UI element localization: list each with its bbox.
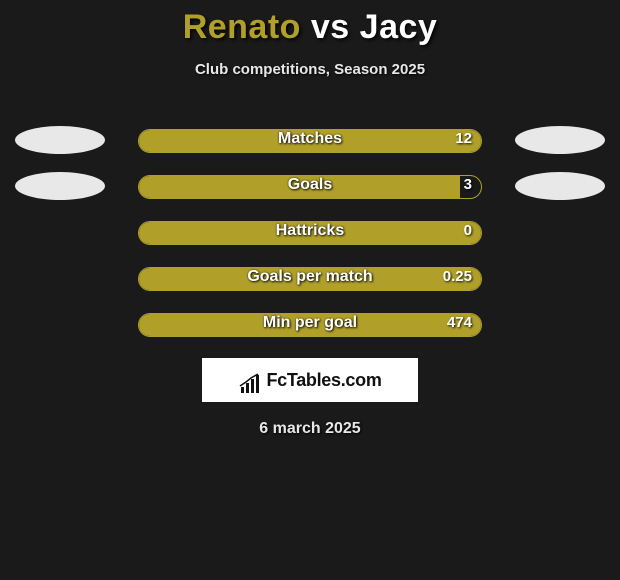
bar-fill: [139, 268, 481, 290]
player1-ellipse: [15, 126, 105, 154]
stat-row: Hattricks0: [0, 210, 620, 256]
logo-text: FcTables.com: [266, 358, 381, 402]
vs-text: vs: [311, 8, 350, 46]
stat-row: Goals3: [0, 164, 620, 210]
bar-fill: [139, 130, 481, 152]
bar-track: [138, 221, 482, 245]
player2-name: Jacy: [360, 8, 438, 46]
bar-track: [138, 175, 482, 199]
bar-fill: [139, 314, 481, 336]
bar-track: [138, 129, 482, 153]
bar-track: [138, 313, 482, 337]
stat-row: Goals per match0.25: [0, 256, 620, 302]
bar-chart-icon: [238, 369, 264, 391]
bar-track: [138, 267, 482, 291]
logo-box: FcTables.com: [202, 358, 418, 402]
subtitle: Club competitions, Season 2025: [0, 61, 620, 78]
page-title: Renato vs Jacy: [0, 8, 620, 47]
stat-row: Matches12: [0, 118, 620, 164]
date-text: 6 march 2025: [0, 420, 620, 438]
bar-fill: [139, 222, 481, 244]
stat-row: Min per goal474: [0, 302, 620, 348]
comparison-card: Renato vs Jacy Club competitions, Season…: [0, 0, 620, 438]
player1-ellipse: [15, 172, 105, 200]
player2-ellipse: [515, 172, 605, 200]
player2-ellipse: [515, 126, 605, 154]
bar-fill: [139, 176, 460, 198]
stats-rows: Matches12Goals3Hattricks0Goals per match…: [0, 118, 620, 348]
player1-name: Renato: [183, 8, 301, 46]
